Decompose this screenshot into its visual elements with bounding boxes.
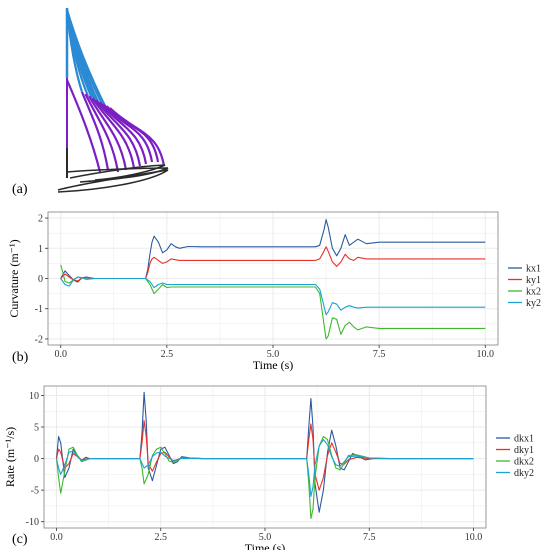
x-axis-title: Time (s) (253, 358, 294, 372)
legend-label-dky1: dky1 (514, 445, 534, 456)
x-axis-title: Time (s) (245, 541, 286, 550)
series-line-ky1 (60, 246, 486, 282)
x-tick-label: 7.5 (373, 349, 386, 360)
y-tick-label: 0 (34, 454, 39, 465)
y-tick-label: -1 (35, 304, 43, 315)
legend-label-kx2: kx2 (526, 287, 541, 298)
x-tick-label: 7.5 (363, 532, 376, 543)
arm-purple-section-curve (84, 93, 120, 173)
curvature-chart: 0.0 2.5 5.0 7.5 10.0 -2 -1 0 1 2 Time (s) Curvature… (7, 211, 541, 372)
arm-purple-section-curve (91, 97, 136, 169)
panel-label-b: (b) (12, 350, 29, 365)
arm-purple-section-curve (80, 91, 110, 171)
panel-label-c: (c) (12, 532, 28, 547)
arm-purple-section-curve (95, 99, 142, 167)
legend-label-dky2: dky2 (514, 468, 534, 479)
x-tick-label: 10.0 (465, 532, 483, 543)
series-line-ky2 (60, 276, 486, 316)
arm-purple-section-curve (102, 103, 154, 163)
rate-chart: 0.0 2.5 5.0 7.5 10.0 -10 -5 0 5 10 Time (s) Rate (m… (3, 385, 534, 550)
legend-label-ky1: ky1 (526, 275, 541, 286)
panel-label-a: (a) (12, 182, 28, 197)
y-tick-label: 1 (38, 244, 43, 255)
y-axis-title: Curvature (m⁻¹) (7, 239, 21, 317)
y-tick-label: -5 (31, 486, 39, 497)
arm-purple-section-curve (98, 101, 148, 165)
legend-label-kx1: kx1 (526, 264, 541, 275)
arm-blue-section-curve (65, 9, 109, 113)
x-tick-label: 2.5 (155, 532, 168, 543)
y-axis-title: Rate (m⁻¹/s) (3, 427, 17, 487)
y-tick-label: -10 (26, 517, 39, 528)
arm-tip-trajectory (69, 164, 166, 181)
x-tick-label: 5.0 (259, 532, 272, 543)
arm-tip-trajectory (57, 169, 169, 193)
legend-label-dkx2: dkx2 (514, 457, 534, 468)
y-tick-label: 2 (38, 214, 43, 225)
x-tick-label: 10.0 (477, 349, 495, 360)
x-tick-label: 0.0 (54, 349, 67, 360)
legend-label-ky2: ky2 (526, 298, 541, 309)
x-tick-label: 2.5 (161, 349, 174, 360)
arm-schematic-illustration (57, 8, 169, 193)
x-tick-label: 5.0 (267, 349, 280, 360)
y-tick-label: 5 (34, 423, 39, 434)
series-line-dky2 (55, 439, 474, 497)
arm-purple-section-curve (88, 95, 128, 171)
arm-purple-section-curve (109, 107, 166, 167)
legend-label-dkx1: dkx1 (514, 434, 534, 445)
y-tick-label: 0 (38, 274, 43, 285)
arm-purple-section-curve (65, 79, 102, 173)
y-tick-label: 10 (29, 391, 39, 402)
x-tick-label: 0.0 (50, 532, 63, 543)
y-tick-label: -2 (35, 334, 43, 345)
